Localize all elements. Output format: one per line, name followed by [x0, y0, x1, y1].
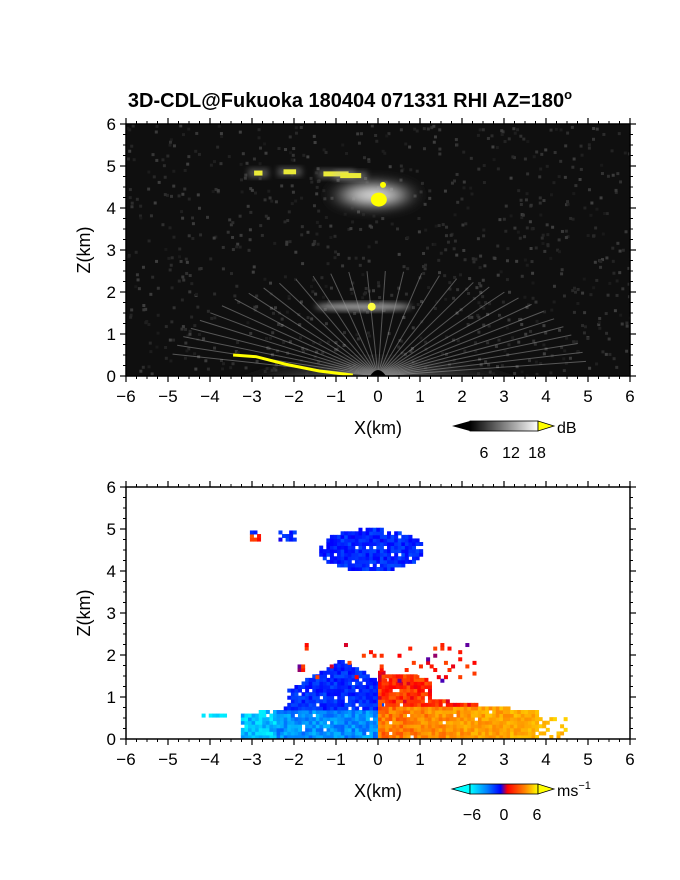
x-tick-label: −4: [200, 750, 219, 769]
colorbar-high-triangle: [537, 420, 556, 432]
y-tick-label: 1: [107, 325, 116, 344]
y-tick-label: 6: [107, 115, 116, 134]
colorbar2-unit: ms−1: [557, 780, 591, 800]
y-tick-label: 1: [107, 688, 116, 707]
x-tick-label: 1: [415, 750, 424, 769]
x-tick-label: 4: [541, 750, 550, 769]
x-tick-label: −3: [242, 750, 261, 769]
x-tick-label: 1: [415, 387, 424, 406]
x-tick-label: −2: [284, 750, 303, 769]
cloud-echo-peak: [380, 181, 387, 188]
y-tick-label: 4: [107, 199, 116, 218]
panel2-plot-content: [201, 527, 568, 739]
y-tick-label: 0: [107, 730, 116, 749]
colorbar2-tick-neg6: −6: [463, 807, 481, 824]
colorbar2-bar: [469, 783, 539, 795]
x-tick-label: −2: [284, 387, 303, 406]
x-tick-label: 6: [625, 750, 634, 769]
colorbar-low-triangle: [452, 421, 470, 431]
receding-flow: [378, 670, 568, 739]
y-tick-label: 2: [107, 283, 116, 302]
lidar-site-marker: [370, 370, 386, 376]
y-tick-label: 0: [107, 367, 116, 386]
x-tick-label: 2: [457, 750, 466, 769]
panel1-colorbar: dB 6 12 18: [452, 420, 577, 462]
y-tick-label: 5: [107, 157, 116, 176]
y-tick-label: 3: [107, 241, 116, 260]
scattered-echo: [297, 643, 477, 683]
colorbar-low-triangle: [450, 783, 471, 795]
y-tick-label: 3: [107, 604, 116, 623]
colorbar-high-triangle: [537, 783, 556, 795]
colorbar2-tick-6: 6: [533, 807, 542, 824]
cloud-echo: [321, 176, 427, 211]
colorbar1-unit: dB: [557, 420, 577, 437]
y-tick-label: 2: [107, 646, 116, 665]
panel2-colorbar: ms−1 −6 0 6: [450, 780, 591, 824]
x-tick-label: −5: [158, 750, 177, 769]
panel1-axes: −6 −5 −4 −3 −2 −1 0 1 2 3 4 5 6 0 1 2 3 4 5 6: [107, 115, 636, 406]
panel2-xlabel: X(km): [354, 781, 402, 801]
colorbar1-bar: [469, 420, 539, 432]
cloud-echo-peak: [370, 192, 387, 207]
y-tick-label: 4: [107, 562, 116, 581]
near-range-return: [241, 325, 515, 376]
y-tick-label: 5: [107, 520, 116, 539]
panel1-xlabel: X(km): [354, 418, 402, 438]
panel1-ylabel: Z(km): [74, 227, 94, 274]
x-tick-label: 0: [373, 750, 382, 769]
y-tick-label: 6: [107, 478, 116, 497]
x-tick-label: 5: [583, 387, 592, 406]
thin-layer-peak: [367, 302, 376, 311]
x-tick-label: 0: [373, 387, 382, 406]
x-tick-label: 4: [541, 387, 550, 406]
colorbar1-tick-12: 12: [502, 445, 520, 462]
x-tick-label: 5: [583, 750, 592, 769]
x-tick-label: 3: [499, 387, 508, 406]
panel2-ylabel: Z(km): [74, 590, 94, 637]
x-tick-label: 3: [499, 750, 508, 769]
x-tick-label: 6: [625, 387, 634, 406]
x-tick-label: −1: [326, 750, 345, 769]
cloud-top-fragments: [249, 530, 297, 542]
approaching-flow: [201, 660, 385, 739]
x-tick-label: −6: [116, 387, 135, 406]
colorbar1-tick-6: 6: [480, 445, 489, 462]
panel1-plot-content: [126, 124, 630, 376]
chart-title: 3D-CDL@Fukuoka 180404 071331 RHI AZ=180o: [128, 87, 572, 112]
x-tick-label: −6: [116, 750, 135, 769]
cloud-velocity: [319, 527, 424, 571]
x-tick-label: −3: [242, 387, 261, 406]
colorbar1-tick-18: 18: [528, 445, 546, 462]
beam-rays: [172, 271, 586, 376]
panel2-axes: −6 −5 −4 −3 −2 −1 0 1 2 3 4 5 6 0 1 2 3 4 5 6: [107, 478, 636, 769]
x-tick-label: 2: [457, 387, 466, 406]
x-tick-label: −4: [200, 387, 219, 406]
panel-velocity: −6 −5 −4 −3 −2 −1 0 1 2 3 4 5 6 0 1 2 3 4 5 6 X(km) Z(km) m…: [74, 478, 636, 824]
ground-clutter: [232, 353, 353, 376]
x-tick-label: −1: [326, 387, 345, 406]
thin-layer-echo: [315, 302, 412, 311]
colorbar2-tick-0: 0: [500, 807, 509, 824]
x-tick-label: −5: [158, 387, 177, 406]
